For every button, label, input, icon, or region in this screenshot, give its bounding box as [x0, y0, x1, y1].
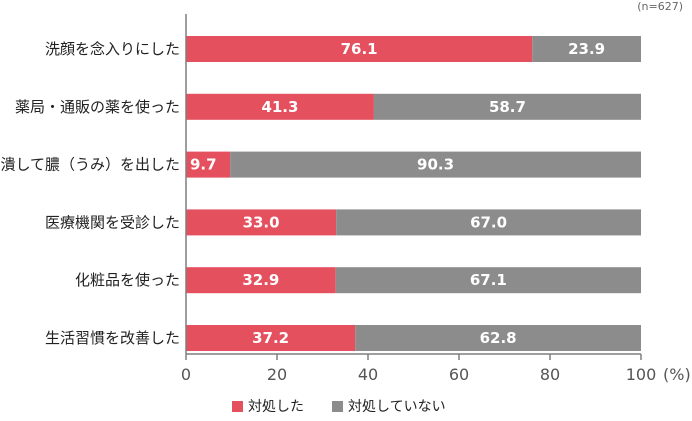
category-label: 化粧品を使った	[75, 271, 180, 289]
value-label: 33.0	[243, 213, 280, 231]
x-tick-label: 40	[358, 365, 378, 384]
bar-not-handled	[336, 209, 641, 236]
bar-handled	[186, 209, 337, 236]
value-label: 58.7	[489, 98, 526, 116]
x-tick-label: 100	[626, 365, 657, 384]
bar-not-handled	[532, 36, 641, 62]
bar-handled	[186, 93, 374, 120]
legend-label: 対処した	[248, 399, 304, 415]
legend-swatch	[332, 401, 343, 412]
bar-not-handled	[355, 325, 641, 351]
x-unit-label: (%)	[663, 365, 691, 384]
bar-handled	[186, 325, 356, 351]
category-label: 潰して膿（うみ）を出した	[0, 156, 180, 174]
legend: 対処した 対処していない	[232, 399, 446, 415]
bar-not-handled	[335, 267, 641, 294]
value-label: 23.9	[568, 40, 605, 58]
bar-not-handled	[230, 151, 641, 178]
sample-size-note: (n=627)	[637, 0, 683, 13]
value-label: 9.7	[190, 156, 217, 174]
category-label: 生活習慣を改善した	[45, 329, 180, 347]
bar-handled	[186, 36, 533, 62]
legend-swatch	[232, 401, 243, 412]
category-label: 薬局・通販の薬を使った	[15, 98, 180, 116]
value-label: 41.3	[261, 98, 298, 116]
value-label: 67.0	[470, 213, 507, 231]
value-label: 90.3	[417, 156, 454, 174]
bar-not-handled	[373, 93, 641, 120]
x-tick-label: 60	[449, 365, 469, 384]
x-tick-label: 80	[540, 365, 560, 384]
x-tick-label: 0	[181, 365, 191, 384]
value-label: 67.1	[470, 271, 507, 289]
x-tick-label: 20	[267, 365, 287, 384]
x-ticks-group: 0 20 40 60 80 100	[181, 354, 656, 384]
value-label: 32.9	[242, 271, 279, 289]
value-label: 76.1	[341, 40, 378, 58]
value-label: 62.8	[480, 329, 517, 347]
category-label: 洗顔を念入りにした	[45, 40, 180, 58]
bar-handled	[186, 151, 231, 178]
bar-handled	[186, 267, 336, 294]
value-label: 37.2	[252, 329, 289, 347]
bars-group: 洗顔を念入りにした 76.1 23.9 薬局・通販の薬を使った 41.3 58.7 潰して膿…	[0, 36, 641, 351]
category-label: 医療機関を受診した	[45, 213, 180, 231]
legend-label: 対処していない	[348, 399, 446, 415]
